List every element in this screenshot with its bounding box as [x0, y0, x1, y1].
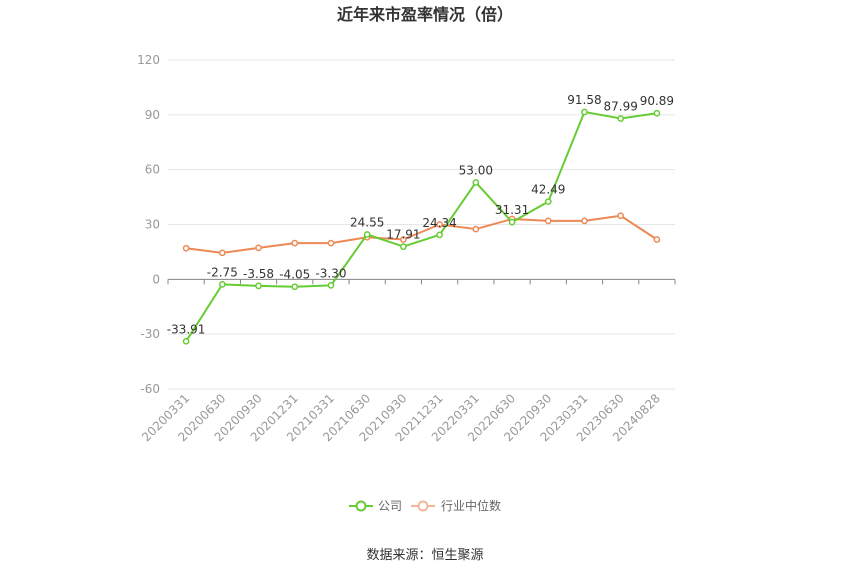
- series-group: [182, 108, 661, 345]
- industry-median-point[interactable]: [436, 221, 443, 228]
- legend-company-marker: [355, 500, 367, 512]
- industry-median-point[interactable]: [581, 217, 588, 225]
- y-tick-label: 90: [145, 108, 160, 122]
- legend-industry-marker: [417, 500, 429, 512]
- company-data-label: 87.99: [603, 100, 637, 114]
- company-data-label: -3.30: [315, 266, 346, 280]
- company-point[interactable]: [544, 198, 552, 206]
- company-data-label: 24.55: [350, 215, 384, 229]
- company-point[interactable]: [363, 231, 371, 238]
- company-data-label: 91.58: [567, 93, 601, 107]
- x-axis: 2020033120200630202009302020123120210331…: [139, 279, 676, 444]
- legend-item-company[interactable]: 公司: [349, 499, 402, 513]
- company-point[interactable]: [291, 283, 299, 291]
- company-data-label: -2.75: [207, 265, 238, 279]
- company-point[interactable]: [436, 231, 443, 239]
- y-tick-label: -60: [140, 382, 160, 396]
- company-point[interactable]: [400, 243, 407, 250]
- company-line: [185, 110, 658, 342]
- company-point[interactable]: [653, 109, 661, 117]
- legend-item-industry-median[interactable]: 行业中位数: [411, 498, 501, 513]
- legend[interactable]: 公司 行业中位数: [349, 498, 501, 513]
- industry-median-point[interactable]: [182, 244, 190, 252]
- industry-median-line: [185, 214, 658, 254]
- industry-median-point[interactable]: [472, 225, 480, 233]
- legend-company-label: 公司: [378, 499, 402, 513]
- company-point[interactable]: [327, 282, 335, 289]
- company-point[interactable]: [508, 218, 516, 226]
- legend-industry-label: 行业中位数: [441, 498, 501, 513]
- industry-median-point[interactable]: [544, 217, 552, 225]
- industry-median-point[interactable]: [218, 249, 226, 257]
- y-tick-label: -30: [140, 327, 160, 341]
- y-tick-label: 60: [145, 163, 160, 177]
- company-point[interactable]: [255, 282, 262, 290]
- company-data-label: -33.91: [167, 322, 206, 336]
- data-source: 数据来源：恒生聚源: [366, 548, 483, 563]
- y-tick-label: 120: [137, 53, 160, 67]
- y-tick-label: 0: [152, 272, 160, 286]
- company-data-label: 53.00: [459, 163, 493, 177]
- company-data-label: 90.89: [640, 94, 674, 108]
- company-point[interactable]: [472, 179, 480, 186]
- industry-median-point[interactable]: [327, 239, 335, 247]
- company-data-label: -4.05: [279, 268, 310, 282]
- company-data-label: 42.49: [531, 183, 565, 197]
- company-data-label: -3.58: [243, 267, 274, 281]
- industry-median-point[interactable]: [291, 239, 299, 247]
- y-tick-label: 30: [145, 218, 160, 232]
- company-data-label: 17.91: [386, 228, 420, 242]
- industry-median-point[interactable]: [255, 244, 262, 252]
- y-axis: -60 -30 0 30 60 90 120: [137, 53, 160, 396]
- company-data-label: 24.34: [422, 216, 456, 230]
- chart-title: 近年来市盈率情况（倍）: [337, 5, 513, 24]
- industry-median-point[interactable]: [400, 236, 407, 243]
- company-point[interactable]: [581, 108, 588, 116]
- industry-median-point[interactable]: [617, 212, 625, 220]
- company-point[interactable]: [182, 337, 190, 345]
- company-point[interactable]: [218, 281, 226, 288]
- company-point[interactable]: [617, 115, 625, 122]
- company-data-label: 31.31: [495, 203, 529, 217]
- industry-median-point[interactable]: [653, 236, 661, 243]
- data-labels: -33.91 -2.75 -3.58 -4.05 -3.30 24.5517.9124.3…: [167, 93, 674, 336]
